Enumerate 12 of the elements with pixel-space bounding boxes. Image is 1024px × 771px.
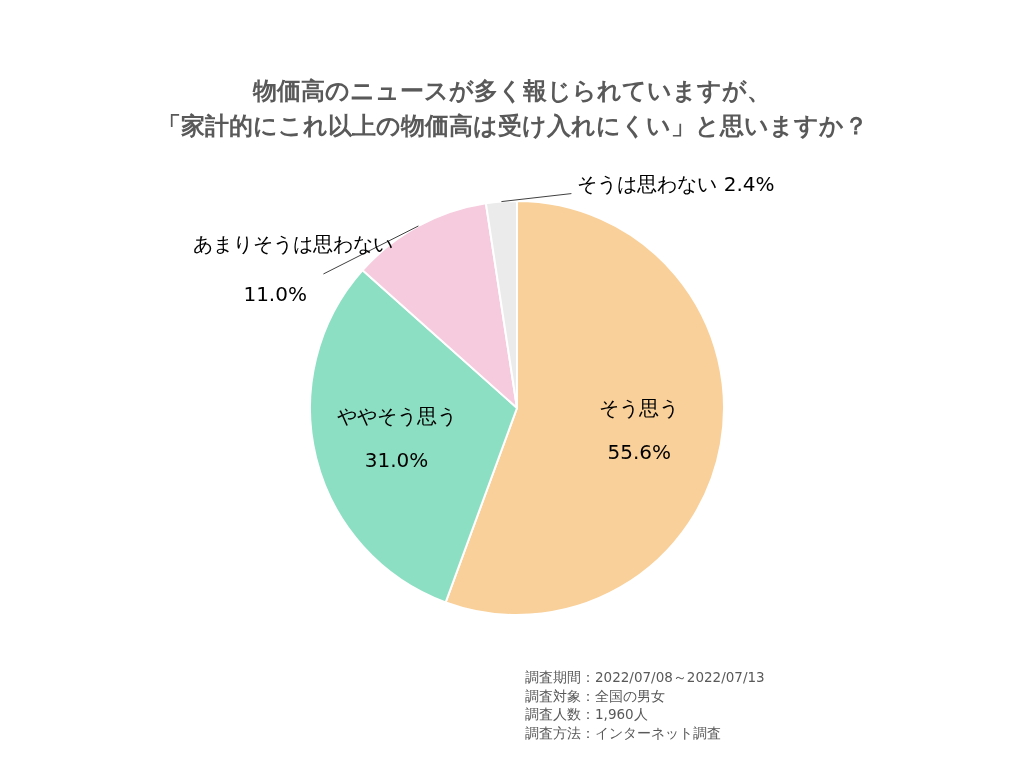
chart-title: 物価高のニュースが多く報じられていますが、「家計的にこれ以上の物価高は受け入れにくい」と思いますか？	[155, 76, 869, 142]
text: 調査人数：1,960人	[525, 705, 649, 724]
text: 調査期間：2022/07/08～2022/07/13	[525, 668, 765, 687]
data-label: 11.0%	[243, 282, 307, 307]
data-label: 31.0%	[364, 448, 429, 473]
slice-label: あまりそうは思わない	[193, 232, 394, 257]
slice-label: ややそう思う	[336, 404, 457, 429]
slice-label: そうは思わない 2.4%	[577, 171, 775, 196]
text: 調査方法：インターネット調査	[525, 723, 722, 742]
text: 調査対象：全国の男女	[525, 686, 666, 705]
data-label: 55.6%	[607, 439, 672, 464]
slice-label: そう思う	[599, 395, 680, 420]
